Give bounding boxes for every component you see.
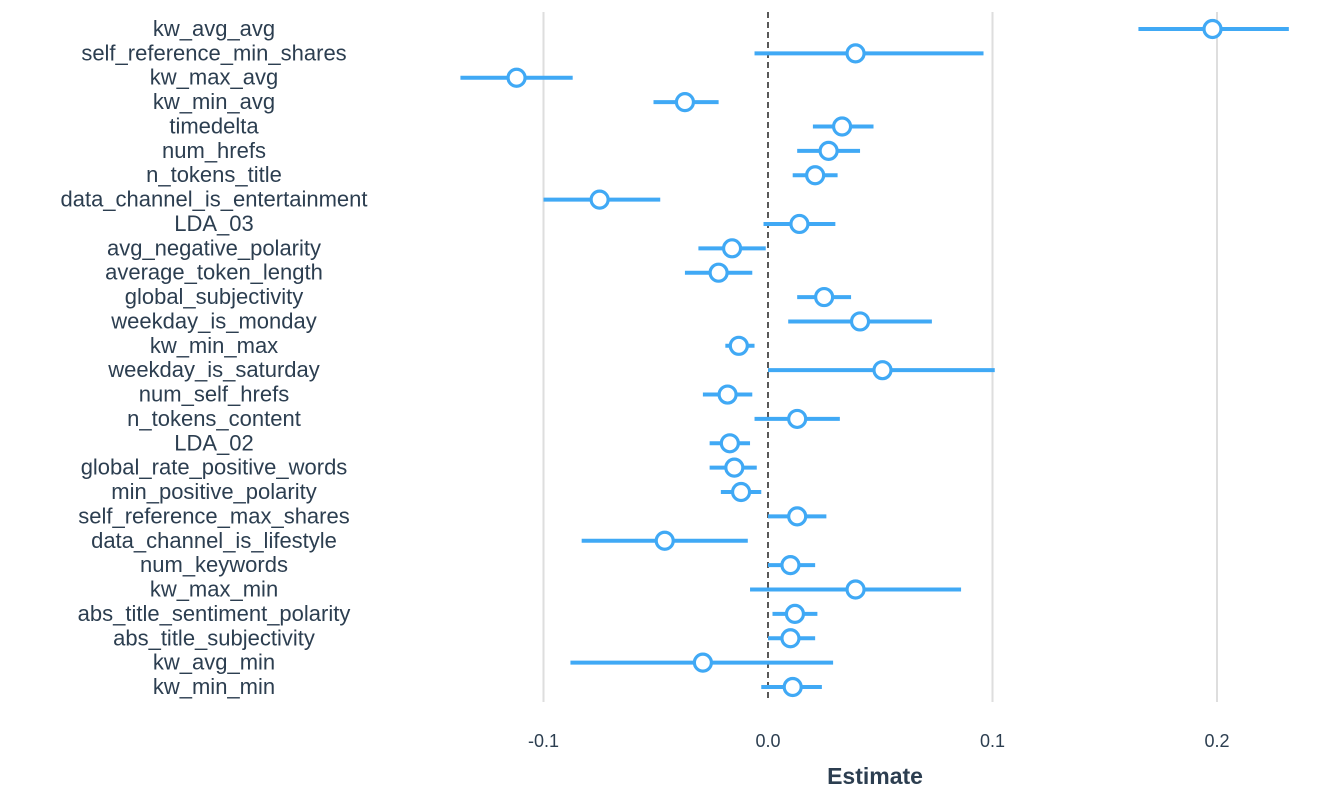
term-label: global_rate_positive_words [81,455,348,480]
estimate-point [717,384,738,405]
estimate-point [831,116,853,137]
estimate-point [784,603,806,624]
term-label: LDA_02 [174,430,254,455]
estimate-point [814,286,835,308]
estimate-point [780,555,801,576]
term-row [725,335,755,356]
term-row [750,579,962,600]
term-label: min_positive_polarity [111,479,316,504]
term-label: num_keywords [140,552,288,577]
x-tick-label: 0.0 [755,731,780,751]
term-label: weekday_is_saturday [107,357,320,382]
term-label: n_tokens_title [146,162,282,187]
term-label: kw_min_avg [153,89,275,114]
term-label: data_channel_is_lifestyle [91,528,337,553]
term-row [698,238,766,259]
term-row [797,140,861,161]
estimate-point [674,92,696,113]
term-row [702,384,753,405]
term-row [772,603,818,624]
estimate-point [818,140,839,161]
x-tick-label: 0.1 [980,731,1005,751]
term-row [720,481,762,503]
estimate-point [782,676,803,698]
term-label: kw_avg_min [153,650,275,675]
term-label: kw_max_avg [150,65,278,90]
term-row [543,189,661,210]
term-label: kw_min_min [153,674,275,699]
term-label: n_tokens_content [127,406,301,431]
estimate-point [845,579,866,600]
term-row [754,408,840,430]
term-label: abs_title_sentiment_polarity [78,601,351,626]
term-row [768,628,816,649]
estimate-point [728,335,749,356]
estimate-point [506,67,527,88]
term-row [709,457,757,478]
x-axis-ticks: -0.1 0.0 0.1 0.2 [528,731,1230,751]
term-row [754,43,984,64]
x-tick-label: 0.2 [1204,731,1229,751]
term-row [709,433,751,454]
estimate-point [1202,18,1223,40]
term-label: global_subjectivity [125,284,304,309]
term-row [768,506,827,527]
term-row [768,555,816,576]
estimate-point [805,165,826,186]
term-label: kw_avg_avg [153,16,275,41]
term-label: kw_min_max [150,333,278,358]
term-row [460,67,573,88]
estimate-point [845,43,866,64]
term-row [684,262,753,283]
estimate-point [787,506,808,527]
term-row [768,360,995,381]
term-label: timedelta [169,113,259,138]
term-label: weekday_is_monday [110,308,316,333]
term-row [581,530,748,551]
term-label: data_channel_is_entertainment [60,187,367,212]
estimate-point [780,628,801,649]
term-row [788,311,932,332]
estimate-point [589,189,610,210]
gridlines [542,12,1218,702]
term-row [653,92,719,113]
term-row [797,286,852,308]
estimate-point [708,262,729,283]
estimate-point [849,311,871,332]
estimate-point [872,360,893,381]
term-label: kw_max_min [150,577,278,602]
term-row [761,676,822,698]
estimate-point [787,408,808,430]
term-label: self_reference_min_shares [81,40,346,65]
estimate-point [730,481,752,503]
estimate-point [721,238,743,259]
term-row [812,116,874,137]
y-axis-labels: kw_avg_avgself_reference_min_shareskw_ma… [60,16,367,699]
term-row [792,165,838,186]
term-row [1138,18,1289,40]
term-label: num_self_hrefs [139,382,289,407]
estimate-point [724,457,745,478]
estimate-point [719,433,740,454]
term-label: avg_negative_polarity [107,235,321,260]
term-label: self_reference_max_shares [78,503,349,528]
term-row [763,213,836,235]
term-label: num_hrefs [162,138,266,163]
estimate-point [789,213,810,235]
x-tick-label: -0.1 [528,731,559,751]
term-label: LDA_03 [174,211,254,236]
estimate-point [692,652,713,673]
term-row [570,652,834,673]
term-label: average_token_length [105,260,323,285]
estimate-point [654,530,675,551]
x-axis-title: Estimate [827,763,923,789]
estimates [460,18,1289,698]
term-label: abs_title_subjectivity [113,625,315,650]
